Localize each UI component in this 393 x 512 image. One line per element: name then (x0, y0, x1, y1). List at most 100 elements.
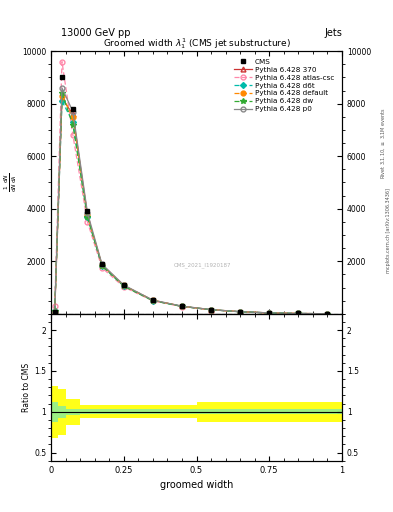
Pythia 6.428 p0 (238, 309, 242, 315)
Pythia 6.428 p0 (180, 303, 184, 309)
Pythia 6.428 atlas-csc (238, 309, 242, 315)
Pythia 6.428 p0 (296, 310, 301, 316)
Pythia 6.428 default (209, 307, 213, 313)
X-axis label: groomed width: groomed width (160, 480, 233, 490)
Title: Groomed width $\lambda_{1}^{1}$ (CMS jet substructure): Groomed width $\lambda_{1}^{1}$ (CMS jet… (103, 36, 290, 51)
Pythia 6.428 d6t (180, 303, 184, 309)
Pythia 6.428 p0 (71, 109, 75, 115)
CMS (71, 106, 75, 112)
Pythia 6.428 dw (238, 309, 242, 315)
Line: CMS: CMS (52, 75, 330, 316)
Pythia 6.428 atlas-csc (325, 311, 330, 317)
Pythia 6.428 370 (325, 311, 330, 317)
Pythia 6.428 p0 (100, 261, 105, 267)
Text: 13000 GeV pp: 13000 GeV pp (61, 28, 130, 38)
Pythia 6.428 d6t (100, 263, 105, 269)
Pythia 6.428 dw (52, 308, 57, 314)
Pythia 6.428 default (180, 303, 184, 309)
Pythia 6.428 d6t (71, 119, 75, 125)
Pythia 6.428 atlas-csc (121, 284, 126, 290)
Pythia 6.428 default (121, 282, 126, 288)
CMS (52, 309, 57, 315)
Y-axis label: Ratio to CMS: Ratio to CMS (22, 362, 31, 412)
Pythia 6.428 dw (151, 297, 155, 304)
Pythia 6.428 370 (100, 262, 105, 268)
CMS (267, 310, 272, 316)
Pythia 6.428 default (238, 309, 242, 315)
Pythia 6.428 atlas-csc (52, 303, 57, 309)
Pythia 6.428 370 (52, 310, 57, 316)
Pythia 6.428 default (60, 93, 64, 99)
Pythia 6.428 dw (296, 310, 301, 316)
Pythia 6.428 default (52, 309, 57, 315)
Line: Pythia 6.428 d6t: Pythia 6.428 d6t (53, 99, 329, 316)
CMS (151, 297, 155, 303)
CMS (60, 74, 64, 80)
Pythia 6.428 dw (85, 214, 90, 220)
Pythia 6.428 d6t (85, 214, 90, 220)
Pythia 6.428 d6t (52, 308, 57, 314)
Pythia 6.428 p0 (60, 85, 64, 91)
Pythia 6.428 p0 (325, 311, 330, 317)
Pythia 6.428 370 (85, 212, 90, 219)
Pythia 6.428 370 (151, 297, 155, 304)
Line: Pythia 6.428 atlas-csc: Pythia 6.428 atlas-csc (52, 59, 330, 316)
Pythia 6.428 atlas-csc (180, 304, 184, 310)
Pythia 6.428 370 (60, 95, 64, 101)
Pythia 6.428 dw (209, 307, 213, 313)
Pythia 6.428 dw (267, 310, 272, 316)
Pythia 6.428 atlas-csc (209, 307, 213, 313)
CMS (296, 310, 301, 316)
Pythia 6.428 p0 (52, 309, 57, 315)
Pythia 6.428 default (267, 310, 272, 316)
CMS (85, 208, 90, 215)
Pythia 6.428 p0 (121, 282, 126, 288)
Pythia 6.428 atlas-csc (71, 132, 75, 138)
Pythia 6.428 d6t (238, 309, 242, 315)
Pythia 6.428 atlas-csc (60, 59, 64, 65)
Line: Pythia 6.428 dw: Pythia 6.428 dw (52, 91, 330, 316)
Legend: CMS, Pythia 6.428 370, Pythia 6.428 atlas-csc, Pythia 6.428 d6t, Pythia 6.428 de: CMS, Pythia 6.428 370, Pythia 6.428 atla… (232, 57, 335, 114)
Pythia 6.428 d6t (60, 98, 64, 104)
Pythia 6.428 d6t (151, 297, 155, 304)
Pythia 6.428 370 (180, 303, 184, 309)
Pythia 6.428 default (100, 262, 105, 268)
Pythia 6.428 default (85, 212, 90, 218)
Pythia 6.428 dw (325, 311, 330, 317)
Pythia 6.428 default (325, 311, 330, 317)
Line: Pythia 6.428 default: Pythia 6.428 default (52, 93, 330, 316)
CMS (180, 303, 184, 309)
Pythia 6.428 atlas-csc (151, 298, 155, 304)
Pythia 6.428 d6t (209, 307, 213, 313)
Pythia 6.428 dw (100, 263, 105, 269)
Text: CMS_2021_I1920187: CMS_2021_I1920187 (174, 263, 231, 268)
Text: Rivet 3.1.10, $\geq$ 3.1M events: Rivet 3.1.10, $\geq$ 3.1M events (379, 108, 387, 179)
Pythia 6.428 p0 (151, 297, 155, 303)
CMS (100, 261, 105, 267)
Pythia 6.428 p0 (267, 310, 272, 316)
Pythia 6.428 default (296, 310, 301, 316)
Pythia 6.428 370 (71, 111, 75, 117)
Y-axis label: $\frac{1}{\mathrm{d}N}\frac{\mathrm{d}N}{\mathrm{d}\lambda}$: $\frac{1}{\mathrm{d}N}\frac{\mathrm{d}N}… (3, 173, 19, 192)
Pythia 6.428 d6t (267, 310, 272, 316)
Pythia 6.428 370 (296, 310, 301, 316)
Pythia 6.428 d6t (325, 311, 330, 317)
Text: mcplots.cern.ch [arXiv:1306.3436]: mcplots.cern.ch [arXiv:1306.3436] (386, 188, 391, 273)
Pythia 6.428 370 (267, 310, 272, 316)
Pythia 6.428 atlas-csc (267, 310, 272, 316)
Line: Pythia 6.428 p0: Pythia 6.428 p0 (52, 86, 330, 316)
Pythia 6.428 atlas-csc (296, 310, 301, 316)
CMS (121, 282, 126, 288)
Pythia 6.428 dw (121, 283, 126, 289)
Text: Jets: Jets (324, 28, 342, 38)
Pythia 6.428 dw (60, 90, 64, 96)
Pythia 6.428 atlas-csc (100, 265, 105, 271)
Pythia 6.428 370 (238, 309, 242, 315)
Pythia 6.428 default (151, 297, 155, 303)
Pythia 6.428 dw (71, 122, 75, 128)
Pythia 6.428 atlas-csc (85, 219, 90, 225)
Pythia 6.428 370 (209, 307, 213, 313)
Pythia 6.428 d6t (121, 283, 126, 289)
Pythia 6.428 d6t (296, 310, 301, 316)
Pythia 6.428 p0 (85, 209, 90, 216)
